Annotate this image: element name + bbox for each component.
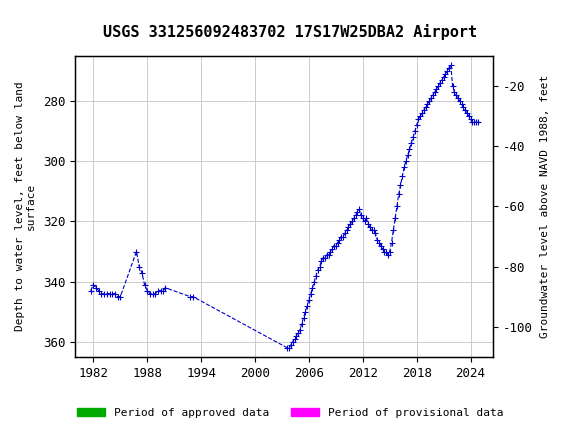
Bar <box>134 358 170 365</box>
Bar <box>287 358 475 365</box>
Bar <box>190 358 194 365</box>
Bar <box>106 358 125 365</box>
Y-axis label: Groundwater level above NAVD 1988, feet: Groundwater level above NAVD 1988, feet <box>539 75 550 338</box>
Bar <box>475 358 484 365</box>
Y-axis label: Depth to water level, feet below land
surface: Depth to water level, feet below land su… <box>14 82 36 331</box>
Bar <box>89 358 96 365</box>
Bar <box>100 358 103 365</box>
Text: USGS 331256092483702 17S17W25DBA2 Airport: USGS 331256092483702 17S17W25DBA2 Airpor… <box>103 24 477 40</box>
Legend: Period of approved data, Period of provisional data: Period of approved data, Period of provi… <box>72 403 508 422</box>
Text: ▒USGS: ▒USGS <box>12 6 70 28</box>
